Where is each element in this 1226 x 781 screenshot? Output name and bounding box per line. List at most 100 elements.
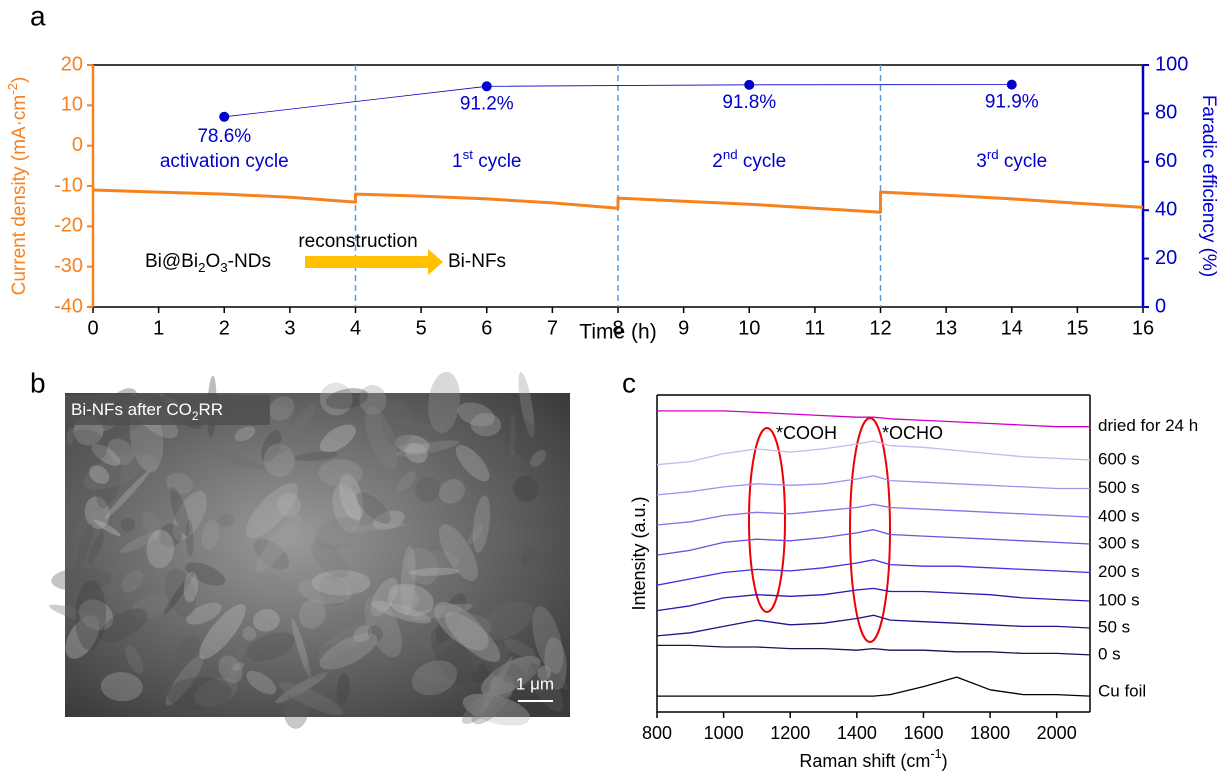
scheme-arrow-label: reconstruction bbox=[298, 231, 417, 252]
y-axis-title: Current density (mA·cm-2) bbox=[5, 77, 31, 296]
y-axis-title: Intensity (a.u.) bbox=[629, 496, 649, 610]
sem-flake bbox=[166, 472, 194, 495]
sem-flake bbox=[503, 639, 536, 658]
sem-flake bbox=[482, 656, 531, 687]
series-line bbox=[657, 644, 1091, 656]
caption-box bbox=[65, 395, 270, 425]
series-label: 600 s bbox=[1098, 449, 1140, 468]
sem-flake bbox=[183, 571, 199, 603]
text-part: ) bbox=[9, 77, 30, 83]
sem-flake bbox=[389, 583, 420, 609]
sem-flake bbox=[396, 471, 416, 492]
fe-point bbox=[481, 81, 492, 92]
sem-flake bbox=[462, 688, 503, 724]
sem-flake bbox=[89, 465, 110, 484]
x-tick-label: 1200 bbox=[770, 723, 810, 743]
text-part: 2 bbox=[198, 260, 205, 275]
sem-flake bbox=[146, 529, 175, 569]
text-part: cycle bbox=[473, 151, 522, 172]
series-line bbox=[656, 559, 1091, 586]
text-part: nd bbox=[723, 147, 738, 162]
sem-flake bbox=[167, 676, 232, 710]
x-tick-label: 9 bbox=[678, 317, 689, 339]
fe-value-label: 91.2% bbox=[460, 93, 514, 114]
sem-flake bbox=[217, 513, 235, 527]
series-line bbox=[656, 503, 1091, 526]
sem-flake bbox=[194, 677, 238, 708]
text-part: Bi@Bi bbox=[145, 251, 198, 272]
text-part: cycle bbox=[999, 151, 1048, 172]
sem-flake bbox=[231, 641, 296, 654]
sem-flake bbox=[51, 567, 112, 592]
scheme-to: Bi-NFs bbox=[448, 251, 506, 272]
x-tick-label: 13 bbox=[935, 317, 957, 339]
x-tick-label: 1600 bbox=[903, 723, 943, 743]
sem-flake bbox=[251, 549, 272, 558]
x-tick-label: 1 bbox=[153, 317, 164, 339]
sem-flake bbox=[336, 672, 350, 706]
scheme-from: Bi@Bi2O3-NDs bbox=[145, 251, 271, 275]
panel-label: c bbox=[622, 367, 636, 398]
sem-flake bbox=[261, 430, 282, 463]
y-tick-label: -10 bbox=[54, 174, 83, 196]
sem-flake bbox=[186, 602, 222, 625]
ellipse-ocho bbox=[849, 417, 891, 643]
x-tick-label: 2 bbox=[219, 317, 230, 339]
sem-flake bbox=[462, 693, 531, 726]
series-label: Cu foil bbox=[1098, 682, 1146, 701]
sem-flake bbox=[76, 523, 93, 568]
sem-texture bbox=[49, 371, 569, 729]
sem-flake bbox=[467, 524, 484, 545]
sem-flake bbox=[246, 670, 277, 695]
x-tick-label: 1000 bbox=[704, 723, 744, 743]
sem-flake bbox=[252, 609, 280, 632]
sem-flake bbox=[364, 596, 402, 658]
sem-flake bbox=[438, 479, 466, 504]
sem-flake bbox=[199, 604, 246, 660]
text-part: cycle bbox=[738, 151, 787, 172]
sem-flake bbox=[64, 429, 108, 464]
y2-tick-label: 40 bbox=[1155, 198, 1177, 220]
x-tick-label: 1800 bbox=[970, 723, 1010, 743]
x-tick-label: 15 bbox=[1066, 317, 1088, 339]
ellipse-cooh bbox=[748, 427, 786, 613]
sem-flake bbox=[172, 490, 207, 541]
y-tick-label: -40 bbox=[54, 295, 83, 317]
sem-flake bbox=[104, 469, 151, 520]
y-tick-label: 0 bbox=[72, 134, 83, 156]
image-caption: Bi-NFs after CO2RR bbox=[71, 400, 223, 423]
sem-flake bbox=[83, 453, 147, 490]
x-axis-title: Time (h) bbox=[579, 321, 656, 344]
sem-flake bbox=[84, 496, 110, 529]
sem-flake bbox=[170, 486, 190, 537]
sem-flake bbox=[371, 600, 432, 624]
sem-flake bbox=[246, 483, 298, 538]
fe-point bbox=[744, 79, 755, 90]
sem-flake bbox=[430, 626, 475, 687]
sem-flake bbox=[471, 676, 515, 725]
fe-value-label: 91.9% bbox=[985, 92, 1039, 113]
y-tick-label: 20 bbox=[61, 53, 83, 75]
y-tick-label: -30 bbox=[54, 255, 83, 277]
series-label: 50 s bbox=[1098, 617, 1130, 636]
x-tick-label: 2000 bbox=[1037, 723, 1077, 743]
sem-flake bbox=[283, 691, 309, 729]
sem-flake bbox=[232, 662, 245, 671]
text-part: Raman shift (cm bbox=[799, 751, 930, 771]
sem-flake bbox=[415, 476, 441, 503]
sem-flake bbox=[65, 615, 100, 659]
sem-flake bbox=[405, 442, 428, 464]
sem-flake bbox=[444, 611, 501, 662]
sem-flake bbox=[398, 420, 435, 432]
fe-value-label: 91.8% bbox=[722, 92, 776, 113]
series-label: 200 s bbox=[1098, 562, 1140, 581]
sem-flake bbox=[125, 644, 144, 675]
x-tick-label: 800 bbox=[642, 723, 672, 743]
sem-flake bbox=[246, 632, 295, 661]
x-axis-title: Raman shift (cm-1) bbox=[799, 747, 947, 770]
text-part: rd bbox=[987, 147, 999, 162]
sem-flake bbox=[318, 576, 348, 606]
sem-flake bbox=[278, 681, 344, 716]
sem-flake bbox=[520, 549, 536, 567]
text-part: -1 bbox=[930, 747, 941, 761]
